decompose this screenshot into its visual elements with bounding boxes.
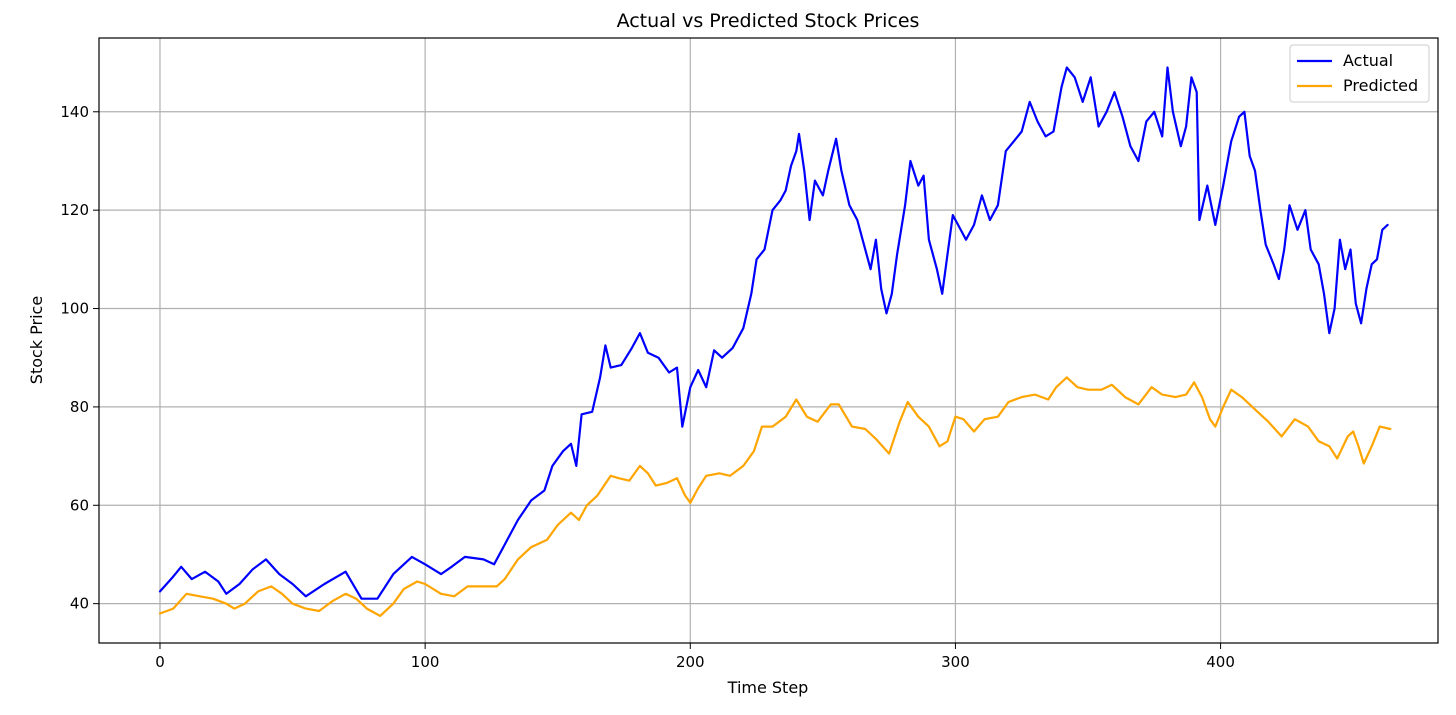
y-tick-label: 100 <box>60 300 89 318</box>
x-tick-label: 200 <box>676 653 705 671</box>
plot-frame <box>98 37 1439 644</box>
x-tick-label: 100 <box>411 653 440 671</box>
y-tick-label: 60 <box>70 496 89 514</box>
legend-box <box>1289 44 1430 103</box>
y-tick-label: 40 <box>70 595 89 613</box>
x-tick-label: 300 <box>941 653 970 671</box>
y-tick-label: 80 <box>70 398 89 416</box>
axis-ticks: 0 100 200 300 400 40 60 80 100 120 140 <box>60 103 1235 671</box>
legend-label-predicted: Predicted <box>1343 76 1418 95</box>
x-axis-label: Time Step <box>727 678 809 697</box>
y-axis-label: Stock Price <box>27 296 46 384</box>
legend: Actual Predicted <box>1289 44 1430 103</box>
x-tick-label: 400 <box>1206 653 1235 671</box>
series-line-predicted <box>158 376 1392 617</box>
x-tick-label: 0 <box>155 653 165 671</box>
y-tick-label: 120 <box>60 201 89 219</box>
chart-title: Actual vs Predicted Stock Prices <box>617 10 920 32</box>
y-tick-label: 140 <box>60 103 89 121</box>
series-line-actual <box>158 66 1389 600</box>
series-lines <box>158 66 1392 617</box>
grid <box>99 38 1438 643</box>
legend-label-actual: Actual <box>1343 51 1393 70</box>
